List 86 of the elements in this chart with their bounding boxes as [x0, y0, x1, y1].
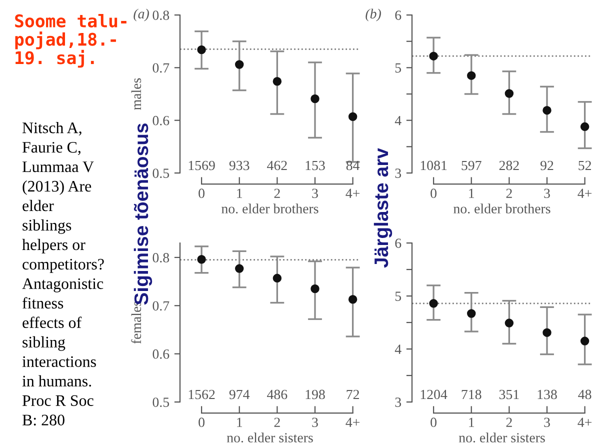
x-tick-label: 1 — [237, 188, 242, 198]
annotation: 48 — [578, 390, 592, 400]
point — [467, 71, 476, 80]
x-tick-label: 1 — [469, 188, 474, 198]
annotation: 1569 — [188, 160, 215, 170]
point — [348, 295, 358, 304]
point — [272, 76, 282, 86]
y-tick-label: 0.6 — [152, 116, 170, 126]
x-axis-title: no. elder brothers — [454, 204, 550, 214]
y-tick-label: 0.8 — [152, 253, 170, 262]
point — [197, 45, 206, 54]
point — [310, 284, 320, 294]
x-tick-label: 2 — [506, 188, 512, 198]
y-tick-label: 3 — [395, 168, 402, 178]
y-tick-label: 6 — [395, 238, 402, 248]
annotation: 198 — [306, 390, 325, 400]
annotation: 282 — [499, 160, 519, 170]
point — [235, 264, 244, 273]
annotation: 597 — [462, 160, 482, 170]
annotation: 718 — [462, 390, 482, 400]
y-tick-label: 6 — [395, 10, 402, 20]
text: Järglaste arv — [374, 148, 392, 268]
x-axis-title: no. elder sisters — [226, 432, 313, 442]
annotation: 153 — [306, 160, 325, 170]
x-tick-label: 0 — [430, 188, 436, 198]
y-tick-label: 4 — [394, 344, 402, 354]
text: Nitsch A, Faurie C, Lummaa V (2013) Are elder siblings helpers or competitors? Antagonistic fitness effects of sibling interactions in humans. Proc R Soc B: 280 — [22, 122, 104, 426]
point — [504, 318, 514, 328]
point — [580, 336, 590, 346]
annotation: 1562 — [188, 390, 215, 400]
annotation: 933 — [229, 160, 250, 170]
annotation: 462 — [267, 160, 287, 170]
annotation: 486 — [267, 390, 288, 400]
x-tick-label: 3 — [544, 188, 550, 198]
x-axis-title: no. elder sisters — [458, 432, 545, 442]
x-tick-label: 1 — [469, 418, 474, 427]
annotation: 72 — [346, 390, 359, 400]
annotation: 84 — [346, 160, 360, 170]
x-tick-label: 0 — [198, 188, 204, 198]
annotation: 1204 — [420, 390, 448, 400]
point — [429, 299, 438, 308]
x-tick-label: 2 — [274, 418, 280, 427]
x-tick-label: 3 — [312, 418, 318, 428]
point — [467, 309, 476, 318]
point — [542, 106, 552, 115]
y-tick-label: 0.5 — [152, 398, 170, 408]
annotation: 52 — [578, 160, 591, 170]
y-tick-label: 0.5 — [152, 168, 170, 178]
y-tick-label: 0.6 — [152, 349, 170, 359]
annotation: 92 — [540, 160, 554, 170]
x-tick-label: 4+ — [578, 418, 592, 427]
y-tick-label: 0.7 — [152, 301, 170, 311]
point — [197, 255, 206, 264]
x-tick-label: 3 — [544, 418, 550, 428]
annotation: 351 — [499, 390, 519, 400]
x-tick-label: 2 — [506, 418, 512, 427]
y-tick-label: 3 — [395, 398, 402, 407]
x-tick-label: 4+ — [346, 418, 360, 427]
x-tick-label: 1 — [237, 418, 242, 427]
chart-title: (a) — [134, 8, 149, 22]
y-tick-label: 5 — [395, 63, 402, 73]
x-tick-label: 4+ — [346, 188, 360, 198]
annotation: 1081 — [420, 160, 447, 170]
point — [504, 89, 514, 98]
point — [542, 328, 552, 337]
y-tick-label: 4 — [394, 116, 402, 126]
x-axis-title: no. elder brothers — [222, 204, 318, 214]
y-axis-title: males — [131, 78, 142, 110]
chart-title: (b) — [366, 8, 381, 22]
x-tick-label: 3 — [312, 188, 318, 198]
point — [272, 274, 282, 283]
y-tick-label: 5 — [395, 292, 402, 301]
point — [310, 94, 320, 104]
x-tick-label: 4+ — [578, 188, 592, 198]
y-tick-label: 0.8 — [152, 10, 170, 20]
text: Soome talu- pojad,18.- 19. saj. — [15, 14, 126, 68]
point — [429, 52, 438, 60]
x-tick-label: 0 — [430, 418, 436, 428]
x-tick-label: 2 — [274, 188, 280, 198]
annotation: 974 — [229, 390, 250, 400]
point — [235, 60, 244, 69]
annotation: 138 — [538, 390, 557, 400]
point — [580, 122, 590, 132]
x-tick-label: 0 — [198, 418, 204, 428]
point — [348, 112, 358, 122]
y-tick-label: 0.7 — [152, 63, 170, 73]
